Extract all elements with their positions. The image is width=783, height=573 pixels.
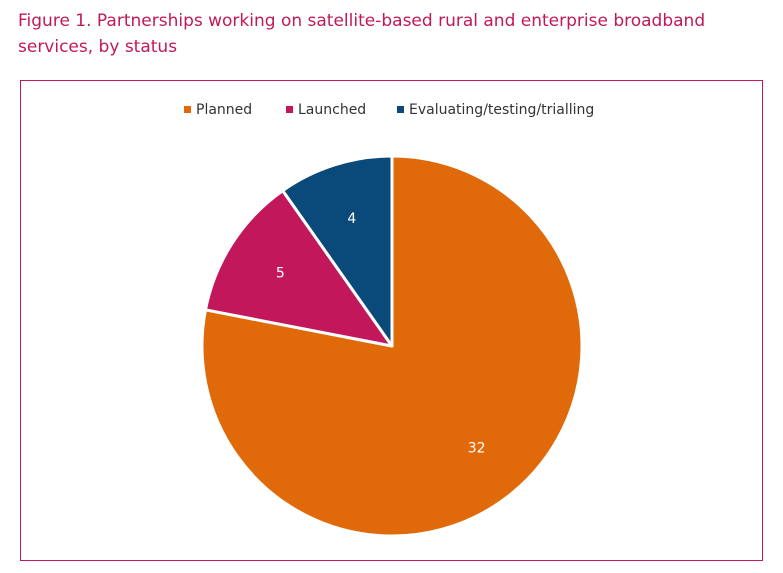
figure-title: Figure 1. Partnerships working on satell… [18,11,706,57]
pie-slice-evaluating-testing-trialling [281,154,394,348]
chart-frame [20,80,763,561]
legend-label-launched: Launched [298,102,366,118]
legend-swatch-planned [184,106,191,113]
pie-slices [200,154,584,538]
data-label-evaluating-testing-trialling: 4 [347,211,356,227]
pie-slice-planned [200,154,584,538]
pie-data-labels: 32 5 4 [276,211,486,456]
pie-slice-launched [203,189,394,348]
chart-legend: Planned Launched Evaluating/testing/triall… [184,102,594,118]
legend-swatch-evaluating-testing-trialling [397,106,404,113]
legend-label-evaluating-testing-trialling: Evaluating/testing/trialling [409,102,594,118]
legend-label-planned: Planned [196,102,252,118]
data-label-planned: 32 [468,441,486,457]
data-label-launched: 5 [276,266,285,282]
legend-swatch-launched [286,106,293,113]
